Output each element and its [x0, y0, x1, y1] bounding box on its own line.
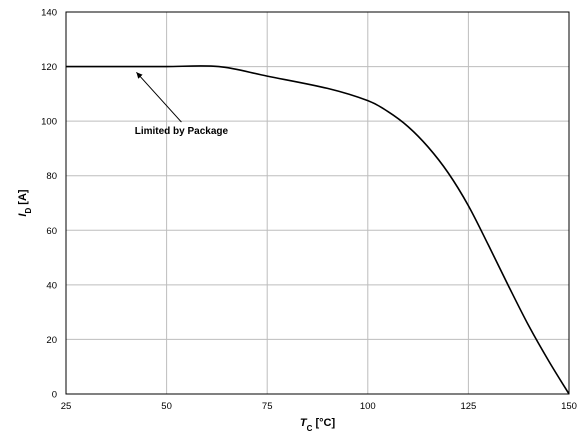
x-axis-label-sub: C	[307, 424, 313, 433]
x-axis-label: TC [°C]	[300, 417, 336, 433]
curve-layer	[66, 65, 570, 395]
x-tick-label: 125	[460, 401, 476, 412]
x-tick-label: 50	[161, 401, 172, 412]
annotation-layer: Limited by Package	[135, 71, 229, 137]
annotation-arrow	[136, 71, 182, 123]
y-axis-label: ID [A]	[17, 189, 33, 217]
y-axis-label-sub: D	[24, 208, 33, 214]
y-tick-labels: 0 20 40 60 80 100 120 140	[41, 8, 57, 401]
x-tick-labels: 25 50 75 100 125 150	[61, 401, 577, 412]
x-tick-label: 75	[262, 401, 273, 412]
grid-layer	[65, 11, 570, 395]
annotation-label: Limited by Package	[135, 126, 229, 137]
x-tick-label: 150	[561, 401, 577, 412]
x-axis-label-main: T	[300, 417, 308, 429]
y-tick-label: 120	[41, 62, 57, 73]
y-tick-label: 0	[52, 390, 57, 401]
x-axis-label-unit: [°C]	[312, 417, 335, 429]
y-tick-label: 140	[41, 8, 57, 19]
plot-frame	[65, 11, 570, 395]
id-vs-tc-curve	[66, 65, 570, 395]
x-tick-label: 25	[61, 401, 72, 412]
y-tick-label: 80	[46, 171, 57, 182]
y-axis-label-unit: [A]	[17, 189, 29, 208]
y-tick-label: 100	[41, 117, 57, 128]
x-tick-label: 100	[360, 401, 376, 412]
y-axis-label-main: I	[17, 213, 29, 217]
y-tick-label: 20	[46, 335, 57, 346]
y-tick-label: 60	[46, 226, 57, 237]
y-tick-label: 40	[46, 280, 57, 291]
